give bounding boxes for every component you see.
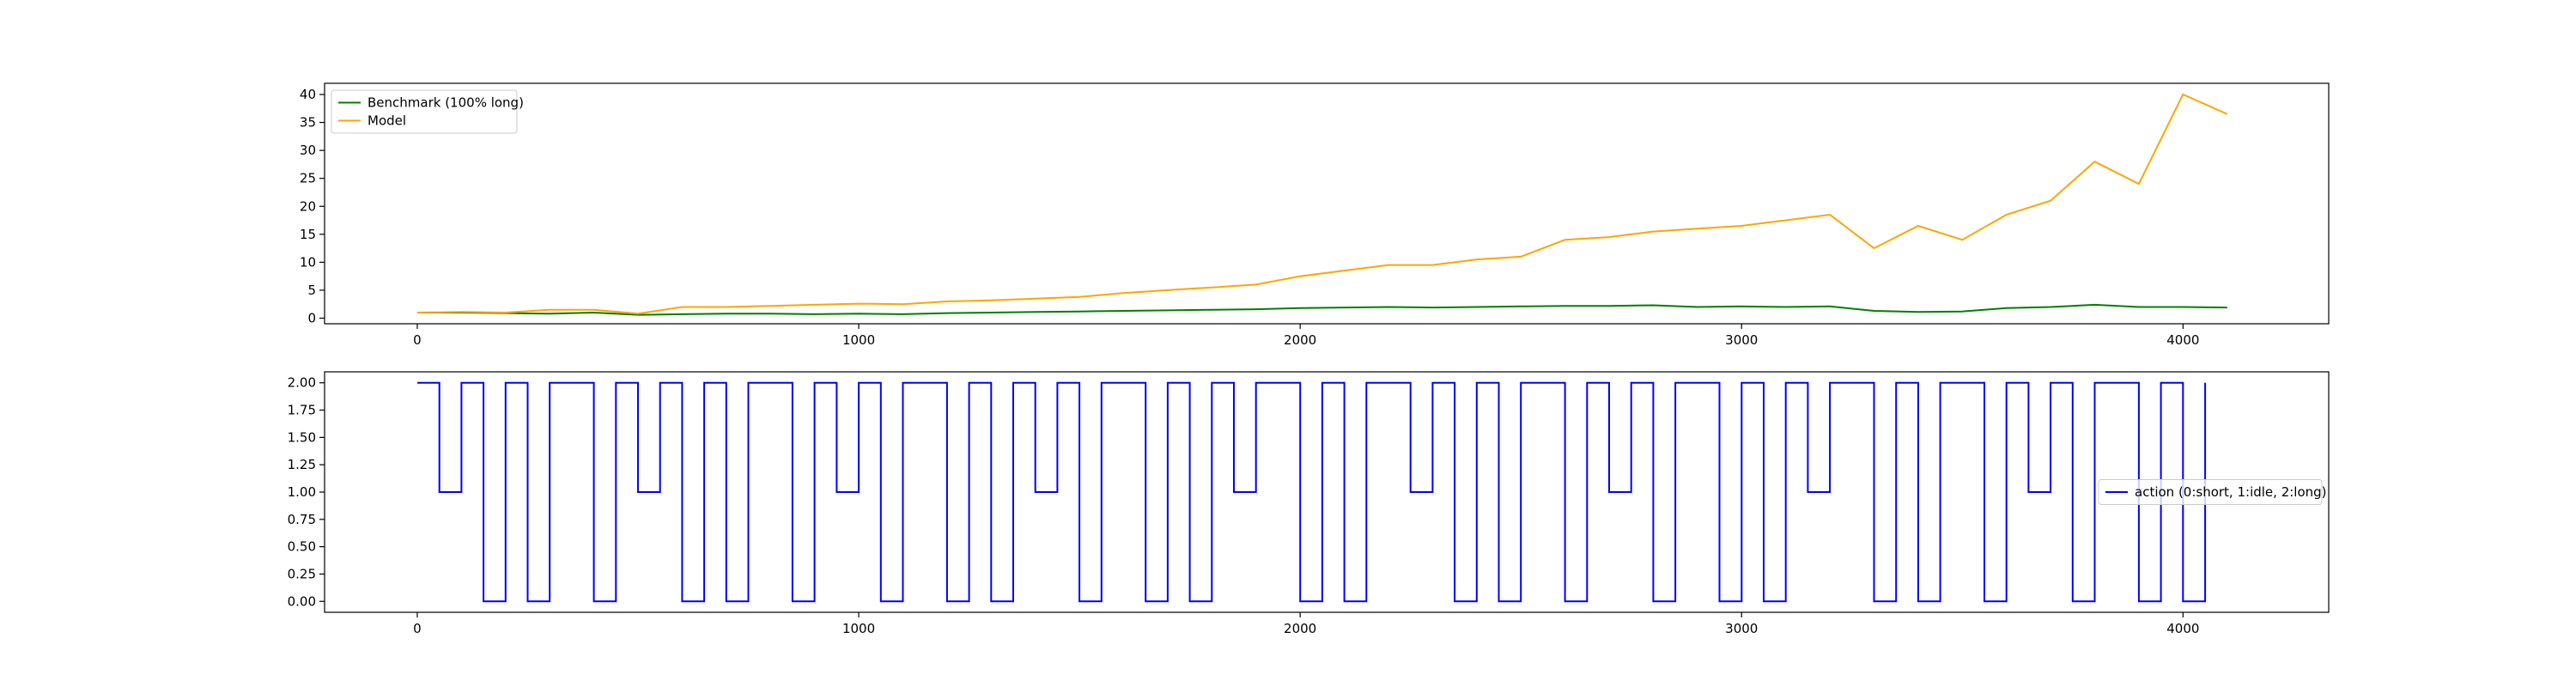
y-tick-label: 15 [300,227,316,242]
series-line-0 [417,381,2207,603]
legend-label: action (0:short, 1:idle, 2:long) [2135,484,2327,500]
y-tick-label: 1.25 [288,457,316,472]
x-tick-label: 0 [413,332,422,348]
x-tick-label: 3000 [1725,332,1758,348]
x-tick-label: 3000 [1725,621,1758,636]
legend: action (0:short, 1:idle, 2:long) [2098,479,2327,505]
y-tick-label: 0.50 [288,539,316,555]
series-line-1 [416,93,2228,315]
y-tick-label: 5 [307,283,316,298]
x-tick-label: 4000 [2166,332,2199,348]
y-tick-label: 20 [300,198,316,214]
x-tick-label: 1000 [842,332,875,348]
y-tick-label: 1.00 [288,484,316,500]
bottom-chart-actions: 0 1000 2000 3000 4000 0.00 0.25 0.50 0.75 1.00 1.2… [288,371,2330,636]
legend-box [331,89,518,134]
y-tick-label: 0.75 [288,512,316,527]
x-tick-label: 0 [413,621,422,636]
x-tick-label: 1000 [842,621,875,636]
y-tick-label: 0.25 [288,566,316,581]
legend-label: Model [368,113,406,129]
top-chart-performance: 0 1000 2000 3000 4000 0 5 10 15 20 25 30 35 40 Benchma… [300,82,2330,348]
legend: Benchmark (100% long) Model [331,89,524,134]
axes-frame [324,82,2330,325]
legend-label: Benchmark (100% long) [368,95,524,111]
y-tick-label: 10 [300,254,316,270]
series-line-0 [417,303,2227,316]
y-tick-label: 25 [300,171,316,186]
x-tick-label: 4000 [2166,621,2199,636]
x-tick-label: 2000 [1284,621,1316,636]
x-tick-label: 2000 [1284,332,1316,348]
legend-box [2098,479,2323,505]
y-tick-label: 0 [307,310,316,325]
y-tick-label: 30 [300,143,316,158]
y-tick-label: 1.75 [288,403,316,418]
y-tick-label: 2.00 [288,375,316,391]
y-tick-label: 40 [300,87,316,102]
y-tick-label: 35 [300,115,316,131]
y-tick-label: 1.50 [288,429,316,445]
y-tick-label: 0.00 [288,593,316,609]
